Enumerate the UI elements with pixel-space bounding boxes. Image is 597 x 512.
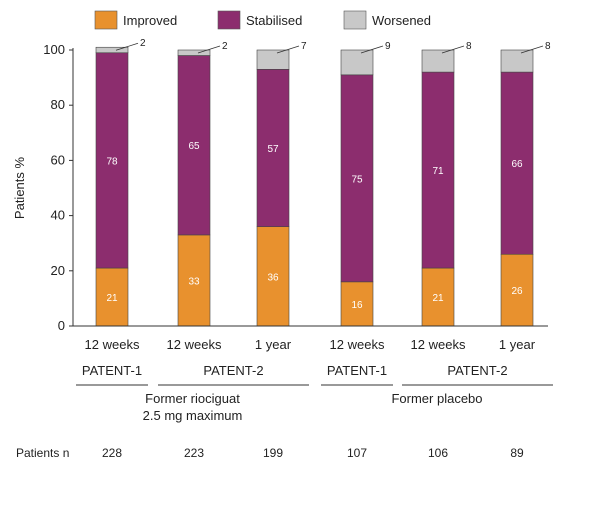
data-label-improved: 26 — [511, 286, 523, 297]
patients-n-value: 228 — [102, 446, 122, 460]
y-tick-label: 80 — [51, 97, 65, 112]
x-axis: 12 weeks 12 weeks 1 year 12 weeks 12 weeks 1 … — [73, 325, 553, 423]
group-label: Former riociguat — [145, 391, 240, 406]
annotation-leader — [197, 45, 221, 54]
annotation-leader — [276, 45, 300, 54]
data-label-stabilised: 66 — [511, 159, 523, 170]
bar-segment-worsened — [500, 49, 534, 73]
y-tick-label: 20 — [51, 263, 65, 278]
bar-segment-stabilised — [340, 74, 374, 283]
annotation-leader — [520, 45, 544, 54]
bar-segment-stabilised — [95, 52, 129, 269]
legend-swatch-improved — [94, 10, 118, 30]
study-label: PATENT-1 — [82, 363, 142, 378]
patients-n-value: 107 — [347, 446, 367, 460]
group-label: 2.5 mg maximum — [143, 408, 243, 423]
data-label-worsened: 2 — [140, 38, 146, 49]
bar-segment-stabilised — [500, 71, 534, 255]
bar-segment-worsened — [95, 46, 129, 54]
legend-swatch-stabilised — [217, 10, 241, 30]
x-category-label: 1 year — [255, 337, 292, 352]
group-label: Former placebo — [391, 391, 482, 406]
bar-segment-stabilised — [421, 71, 455, 269]
data-label-stabilised: 78 — [106, 156, 118, 167]
legend-label-worsened: Worsened — [372, 13, 431, 28]
y-tick-label: 100 — [43, 42, 65, 57]
data-label-improved: 21 — [432, 293, 444, 304]
y-axis-title: Patients % — [12, 156, 27, 219]
legend-label-improved: Improved — [123, 13, 177, 28]
study-label: PATENT-2 — [447, 363, 507, 378]
y-tick-label: 40 — [51, 208, 65, 223]
data-label-worsened: 9 — [385, 41, 391, 52]
data-label-stabilised: 75 — [351, 174, 363, 185]
y-tick-label: 60 — [51, 152, 65, 167]
data-label-improved: 33 — [188, 276, 200, 287]
bar-segment-improved — [421, 267, 455, 327]
annotation-leader — [360, 45, 384, 54]
x-category-label: 12 weeks — [85, 337, 140, 352]
patients-n-value: 89 — [510, 446, 524, 460]
bar-segment-worsened — [340, 49, 374, 76]
bar-segment-worsened — [256, 49, 290, 70]
study-label: PATENT-1 — [327, 363, 387, 378]
bar-segment-improved — [340, 281, 374, 327]
bar-segment-improved — [500, 253, 534, 327]
bar-segment-worsened — [421, 49, 455, 73]
bar-segment-improved — [177, 234, 211, 327]
legend-swatch-worsened — [343, 10, 367, 30]
data-label-stabilised: 65 — [188, 141, 200, 152]
annotation-leader — [115, 42, 139, 51]
x-category-label: 12 weeks — [167, 337, 222, 352]
data-label-improved: 16 — [351, 300, 363, 311]
patients-n-value: 106 — [428, 446, 448, 460]
y-tick-label: 0 — [58, 318, 65, 333]
bar-segment-worsened — [177, 49, 211, 56]
data-label-stabilised: 57 — [267, 144, 279, 155]
data-label-worsened: 2 — [222, 41, 228, 52]
bars: 21 78 2 33 65 2 36 57 7 16 75 9 21 71 8 26 66 8 — [95, 38, 551, 327]
legend: Improved Stabilised Worsened — [94, 10, 431, 30]
patients-n-value: 223 — [184, 446, 204, 460]
data-label-worsened: 7 — [301, 41, 307, 52]
patients-n-value: 199 — [263, 446, 283, 460]
x-category-label: 12 weeks — [411, 337, 466, 352]
study-label: PATENT-2 — [203, 363, 263, 378]
patients-n-label: Patients n — [16, 446, 69, 460]
annotation-leader — [441, 45, 465, 54]
x-category-label: 12 weeks — [330, 337, 385, 352]
y-axis: 0 20 40 60 80 100 Patients % — [12, 42, 74, 333]
data-label-improved: 36 — [267, 272, 279, 283]
data-label-worsened: 8 — [545, 41, 551, 52]
x-category-label: 1 year — [499, 337, 536, 352]
legend-label-stabilised: Stabilised — [246, 13, 302, 28]
data-label-stabilised: 71 — [432, 166, 444, 177]
data-label-worsened: 8 — [466, 41, 472, 52]
data-label-improved: 21 — [106, 293, 118, 304]
patients-n-row: Patients n 228 223 199 107 106 89 — [16, 446, 524, 460]
bar-segment-stabilised — [177, 55, 211, 236]
